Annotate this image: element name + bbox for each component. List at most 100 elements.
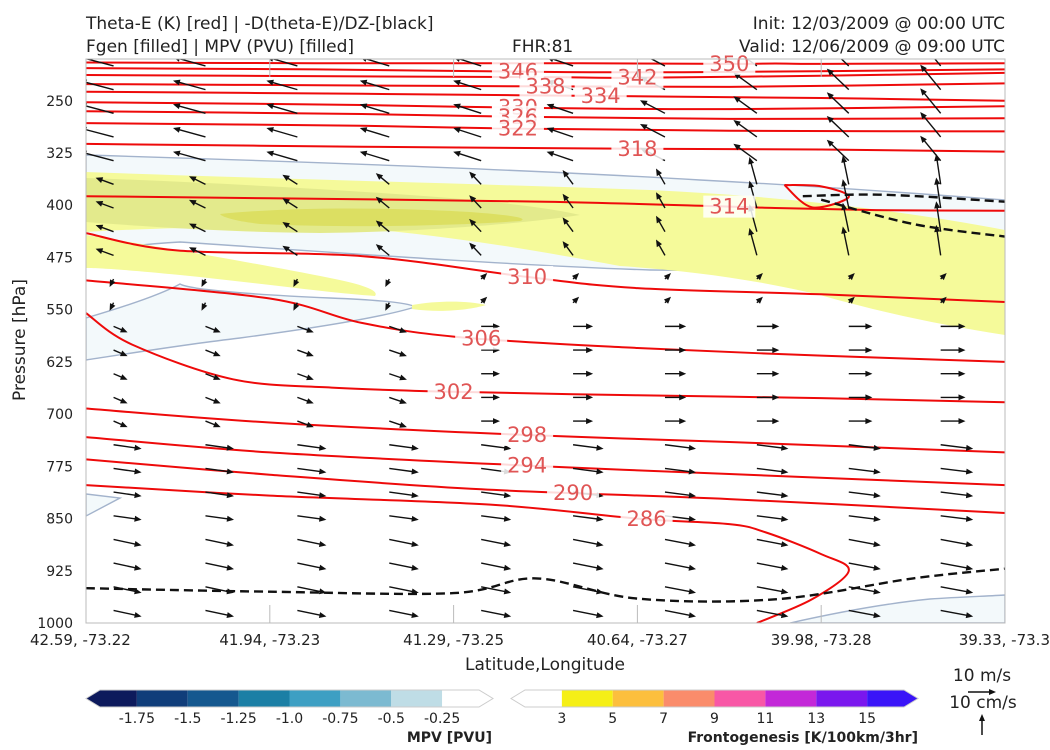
wind-vector-head bbox=[663, 273, 671, 281]
wind-vector bbox=[572, 538, 599, 546]
wind-vector-head bbox=[213, 398, 221, 404]
colorbar-tick-label: 7 bbox=[659, 711, 668, 727]
wind-vector bbox=[940, 609, 969, 617]
wind-vector-head bbox=[596, 612, 604, 619]
contour-label-350: 350 bbox=[709, 52, 749, 76]
wind-vector bbox=[657, 243, 666, 256]
colorbar-swatch bbox=[136, 690, 188, 707]
wind-vector bbox=[113, 538, 137, 546]
wind-vector-head bbox=[120, 397, 128, 404]
wind-vector-head bbox=[503, 444, 512, 451]
wind-vector-head bbox=[865, 370, 873, 377]
contour-label-334: 334 bbox=[581, 84, 621, 108]
wind-vector-head bbox=[359, 103, 368, 110]
wind-vector bbox=[756, 491, 784, 497]
valid-time: Valid: 12/06/2009 @ 09:00 UTC bbox=[739, 37, 1005, 57]
wind-vector-head bbox=[213, 421, 221, 428]
wind-vector-head bbox=[596, 541, 604, 547]
wind-vector-head bbox=[596, 444, 604, 451]
wind-vector bbox=[936, 182, 942, 209]
wind-vector-head bbox=[503, 541, 512, 547]
wind-vector bbox=[848, 609, 876, 617]
wind-vector bbox=[657, 219, 666, 233]
wind-vector bbox=[564, 244, 574, 256]
wind-vector-head bbox=[965, 492, 974, 499]
fgen-fill-7 bbox=[220, 208, 523, 227]
wind-vector bbox=[379, 223, 390, 233]
wind-vector bbox=[936, 206, 942, 232]
wind-vector-head bbox=[134, 515, 142, 522]
wind-vector-head bbox=[319, 515, 327, 522]
wind-vector bbox=[472, 222, 482, 233]
forecast-hour: FHR:81 bbox=[512, 37, 574, 57]
wind-vector bbox=[481, 562, 507, 569]
wind-vector bbox=[389, 396, 403, 403]
wind-vector bbox=[481, 444, 507, 449]
wind-vector-head bbox=[873, 468, 881, 475]
wind-vector bbox=[848, 515, 876, 520]
wind-vector bbox=[840, 59, 850, 67]
wind-vector bbox=[650, 59, 666, 67]
colorbar-outline bbox=[85, 689, 494, 708]
wind-vector-head bbox=[958, 323, 966, 330]
wind-vector bbox=[297, 420, 310, 427]
wind-vector-head bbox=[226, 612, 234, 618]
wind-vector-head bbox=[213, 327, 221, 333]
wind-vector-head bbox=[958, 347, 966, 354]
wind-vector bbox=[664, 538, 692, 546]
fgen-fill-3-left bbox=[86, 235, 376, 296]
wind-vector-head bbox=[399, 422, 407, 428]
wind-vector-head bbox=[134, 468, 142, 475]
wind-vector-head bbox=[748, 180, 755, 189]
wind-vector bbox=[113, 515, 137, 520]
wind-vector-head bbox=[772, 323, 780, 330]
wind-vector bbox=[756, 467, 784, 473]
wind-vector bbox=[193, 177, 206, 185]
wind-vector-head bbox=[781, 515, 789, 522]
wind-vector bbox=[297, 396, 310, 403]
wind-vector-head bbox=[688, 564, 696, 571]
wind-vector bbox=[270, 81, 298, 91]
wind-vector bbox=[193, 248, 206, 256]
wind-vector bbox=[177, 152, 206, 162]
contour-label-bg-318 bbox=[611, 137, 664, 160]
wind-vector-head bbox=[841, 155, 848, 163]
wind-vector-head bbox=[282, 174, 290, 181]
wind-vector bbox=[848, 467, 876, 473]
wind-vector bbox=[848, 586, 876, 593]
wind-vector-head bbox=[120, 374, 128, 380]
wind-vector bbox=[457, 105, 482, 114]
wind-vector-head bbox=[319, 492, 327, 499]
wind-vector bbox=[572, 562, 599, 569]
wind-vector-head bbox=[226, 492, 234, 499]
wind-vector-head bbox=[772, 394, 780, 401]
wind-vector bbox=[205, 467, 230, 473]
wind-vector bbox=[270, 128, 298, 138]
wind-vector-head bbox=[503, 564, 512, 571]
wind-vector-head bbox=[134, 588, 142, 595]
contour-label-294: 294 bbox=[507, 454, 547, 478]
wind-vector bbox=[389, 467, 414, 473]
colorbar-tick-label: 3 bbox=[557, 711, 566, 727]
y-tick-label-850: 850 bbox=[46, 512, 73, 528]
wind-vector-head bbox=[189, 223, 197, 230]
wind-vector bbox=[664, 586, 692, 593]
colorbar-swatch bbox=[238, 690, 290, 707]
wind-vector bbox=[940, 444, 969, 449]
wind-vector-head bbox=[546, 103, 555, 110]
wind-vector bbox=[286, 176, 298, 185]
wind-vector-head bbox=[663, 296, 671, 304]
wind-vector-head bbox=[548, 59, 554, 63]
y-tick-label-775: 775 bbox=[46, 459, 73, 475]
wind-vector-head bbox=[826, 68, 834, 76]
y-tick-label-700: 700 bbox=[46, 407, 73, 423]
wind-vector bbox=[664, 444, 692, 449]
wind-vector-head bbox=[596, 564, 604, 571]
wind-vector-head bbox=[480, 296, 488, 304]
wind-vector bbox=[843, 160, 850, 185]
theta-e-contour-346 bbox=[86, 67, 1005, 74]
y-axis-title: Pressure [hPa] bbox=[10, 279, 30, 401]
theta-e-contour-314 bbox=[86, 195, 1005, 212]
colorbar-swatch bbox=[391, 690, 443, 707]
wind-vector bbox=[756, 562, 784, 569]
